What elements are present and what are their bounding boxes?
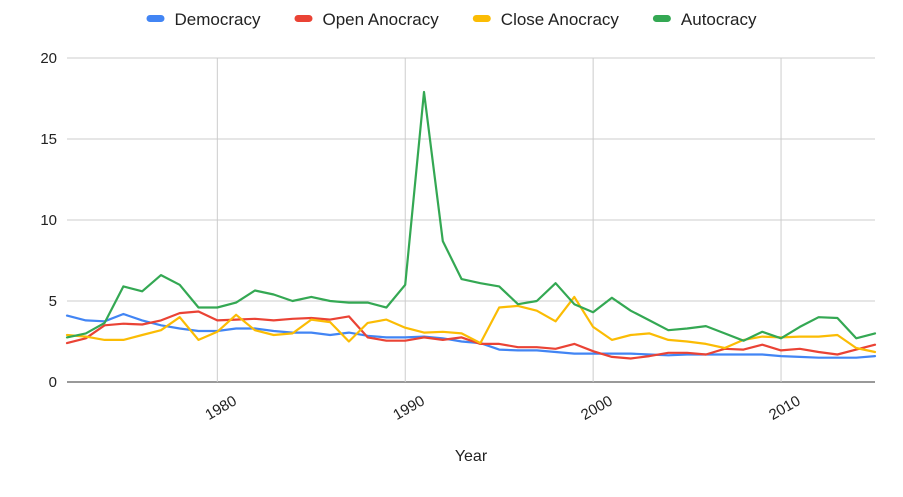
- legend-label: Autocracy: [681, 10, 757, 29]
- series-line-close-anocracy: [65, 295, 877, 354]
- legend-label: Open Anocracy: [323, 10, 440, 29]
- legend-swatch: [652, 15, 671, 22]
- legend-item-democracy: Democracy: [146, 10, 261, 29]
- legend-item-close-anocracy: Close Anocracy: [472, 10, 620, 29]
- y-tick-label: 0: [49, 374, 57, 391]
- legend-item-open-anocracy: Open Anocracy: [294, 10, 440, 29]
- legend-swatch: [294, 15, 313, 22]
- x-tick-label: 1990: [390, 392, 427, 423]
- series-lines: [65, 90, 877, 360]
- legend-item-autocracy: Autocracy: [652, 10, 757, 29]
- y-tick-label: 10: [40, 212, 57, 229]
- legend-swatch: [472, 15, 491, 22]
- legend-label: Close Anocracy: [501, 10, 620, 29]
- x-tick-label: 2000: [578, 392, 615, 423]
- x-axis-title: Year: [455, 448, 488, 465]
- x-axis-ticks: 1980 1990 2000 2010: [202, 392, 803, 423]
- y-tick-label: 5: [49, 293, 57, 310]
- x-tick-label: 1980: [202, 392, 239, 423]
- legend: Democracy Open Anocracy Close Anocracy Auto…: [146, 10, 757, 29]
- series-line-democracy: [65, 312, 877, 359]
- y-tick-label: 20: [40, 50, 57, 67]
- grid: [67, 57, 875, 383]
- y-axis-ticks: 0 5 10 15 20: [40, 50, 57, 391]
- x-tick-label: 2010: [766, 392, 803, 423]
- legend-swatch: [146, 15, 165, 22]
- legend-label: Democracy: [175, 10, 261, 29]
- y-tick-label: 15: [40, 131, 57, 148]
- series-line-autocracy: [65, 90, 877, 342]
- series-line-open-anocracy: [65, 310, 877, 360]
